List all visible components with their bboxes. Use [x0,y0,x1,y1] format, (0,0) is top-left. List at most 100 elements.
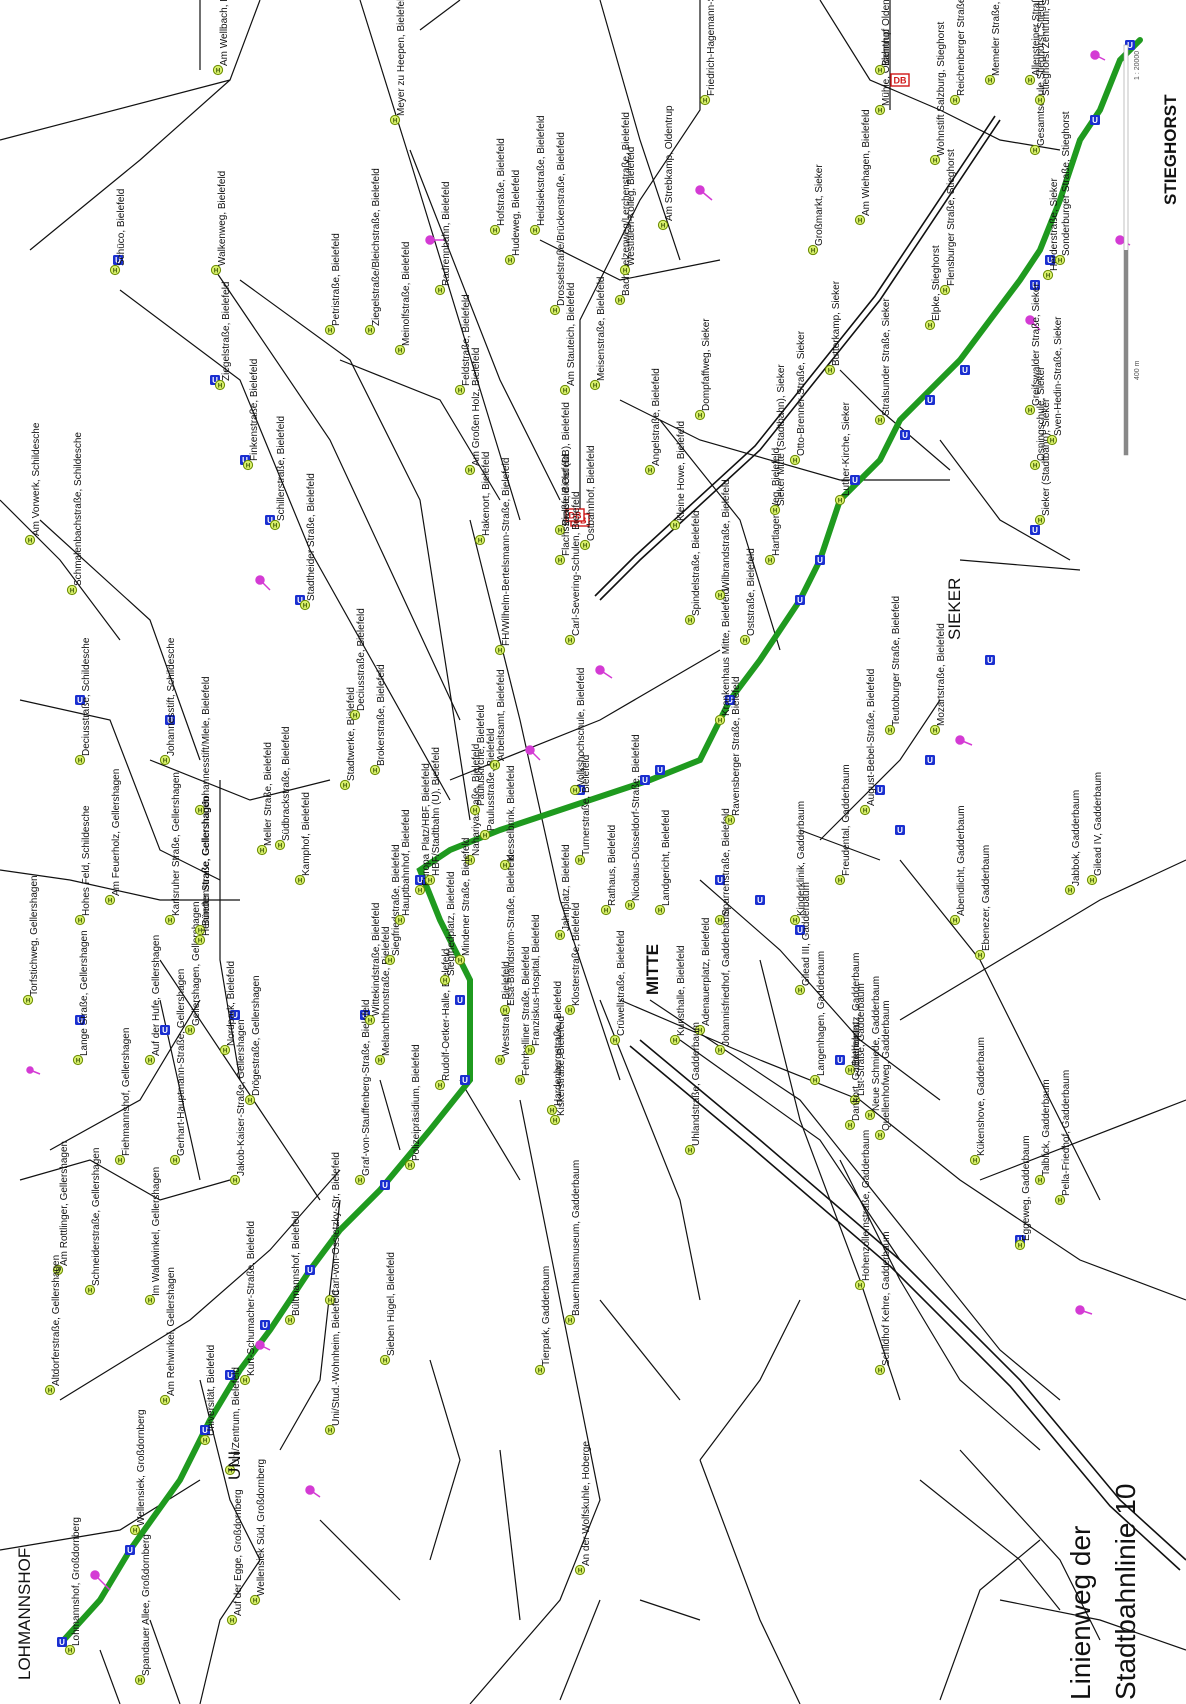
stadtbahn-stop-symbol: U [77,1016,83,1025]
bus-stop-symbol: H [233,1179,237,1185]
bus-stop-marker [1029,459,1041,471]
station-label: Sieben Hügel, Bielefeld [386,1252,397,1356]
bus-stop-marker [164,914,176,926]
bus-stop-symbol: H [1028,409,1032,415]
bus-stop-symbol: H [688,619,692,625]
bus-stop-marker [84,1284,96,1296]
bus-stop-symbol: H [718,594,722,600]
bus-stop-marker [534,1364,546,1376]
bus-stop-symbol: H [493,764,497,770]
station-label: Rathaus, Bielefeld [607,825,618,906]
stadtbahn-stop-symbol: U [382,1181,388,1190]
bus-stop-symbol: H [558,934,562,940]
stadtbahn-stop-b-ltmannshof-bielefeld [305,1265,315,1275]
station-label: Eggeweg, Gadderbaum [1021,1135,1032,1241]
bus-stop-symbol: H [863,809,867,815]
bus-stop-marker [589,379,601,391]
bus-stop-marker [489,224,501,236]
stadtbahn-stop-lange-stra-e-gellershagen [75,1015,85,1025]
bus-stop-symbol: H [358,1179,362,1185]
bus-stop-marker [924,319,936,331]
bus-stop-symbol: H [604,909,608,915]
bus-stop-symbol: H [303,604,307,610]
stadtbahn-stop-symbol: U [307,1266,313,1275]
station-label: Schillerstraße, Bielefeld [276,416,287,521]
bus-stop-symbol: H [848,1069,852,1075]
station-label: Am Vorwerk, Schildesche [31,422,42,536]
bus-stop-symbol: H [328,1299,332,1305]
stadtbahn-stop-symbol: U [717,876,723,885]
bus-stop-symbol: H [698,414,702,420]
bus-stop-marker [22,994,34,1006]
bus-stop-symbol: H [483,834,487,840]
stadtbahn-stop-symbol: U [902,431,908,440]
station-label: Jakob-Kaiser-Straße, Gellershagen [236,1019,247,1176]
bus-stop-marker [546,1104,558,1116]
bus-stop-symbol: H [573,789,577,795]
station-label: Bültmannshof, Bielefeld [291,1211,302,1316]
bus-stop-symbol: H [973,1159,977,1165]
bus-stop-marker [434,284,446,296]
bus-stop-marker [210,264,222,276]
station-label: Sparrenstraße, Bielefeld [721,808,732,916]
bus-stop-symbol: H [388,959,392,965]
bus-stop-marker [159,1394,171,1406]
scale-bar: 1 : 20000 400 m [1123,44,1141,456]
bus-stop-symbol: H [438,289,442,295]
station-label: Hakenort, Bielefeld [481,452,492,537]
bus-stop-symbol: H [658,909,662,915]
station-label: Otto-Brenner-Straße, Sieker [796,330,807,456]
stadtbahn-stop-landgericht-bielefeld [715,875,725,885]
bus-stop-marker [564,634,576,646]
bus-stop-symbol: H [203,1439,207,1445]
bus-stop-symbol: H [218,384,222,390]
bus-stop-marker [379,1354,391,1366]
bus-stop-symbol: H [888,729,892,735]
station-label: Mühle, Oldentrup [881,29,892,106]
station-label: Lange Straße, Gellershagen [79,930,90,1056]
bus-stop-marker [724,814,736,826]
bus-stop-symbol: H [398,349,402,355]
bus-stop-symbol: H [458,389,462,395]
station-label: Elpke, Stieghorst [931,245,942,321]
bus-stop-marker [394,344,406,356]
title-line-2: Stadtbahnlinie 10 [1110,1484,1141,1700]
station-label: Tierpark, Gadderbaum [541,1266,552,1366]
station-label: Kesselbrink, Bielefeld [506,765,517,861]
stadtbahn-stop-symbol: U [1032,526,1038,535]
station-label: Polizeipräsidium, Bielefeld [411,1044,422,1161]
bus-stop-symbol: H [443,979,447,985]
station-label: Meyer zu Heepen, Bielefeld [396,0,407,116]
bus-stop-marker [244,1094,256,1106]
bus-stop-marker [194,804,206,816]
bus-stop-marker [424,874,436,886]
station-label: Sieker Mitte (Stadtbahn), Sieker [776,364,787,506]
station-label: Flensburger Straße, Stieghorst [946,149,957,286]
station-label: Meller Straße, Bielefeld [263,742,274,846]
bus-stop-symbol: H [76,1059,80,1065]
station-label: Am Rottlinger, Gellershagen [59,1141,70,1266]
rail-stop-symbol: DB [569,511,582,521]
bus-stop-marker [1054,254,1066,266]
station-label: An der Wolfskuhle, Hoberge [581,1441,592,1566]
station-label: Uhlandstraße, Gadderbaum [691,1022,702,1146]
bus-stop-marker [184,1024,196,1036]
bus-stop-symbol: H [978,954,982,960]
stadtbahn-stop-symbol: U [837,1056,843,1065]
bus-stop-symbol: H [148,1059,152,1065]
station-label: Finkenstraße, Bielefeld [249,359,260,461]
station-label: Torfstichweg, Gellershagen [29,875,40,996]
station-label: Drögestraße, Gellershagen [251,975,262,1096]
bus-stop-symbol: H [953,99,957,105]
bus-stop-symbol: H [953,919,957,925]
bus-stop-symbol: H [108,899,112,905]
bus-stop-symbol: H [118,1159,122,1165]
station-label: Teutoburger Straße, Bielefeld [891,596,902,726]
station-label: Memeler Straße, Stieghorst [991,0,1002,76]
bus-stop-marker [1086,874,1098,886]
bus-stop-marker [159,754,171,766]
station-label: Westfalen-Kolleg, Bielefeld [626,147,637,266]
bus-stop-marker [554,524,566,536]
stadtbahn-stop-symbol: U [797,596,803,605]
scale-ratio: 1 : 20000 [1134,51,1141,80]
